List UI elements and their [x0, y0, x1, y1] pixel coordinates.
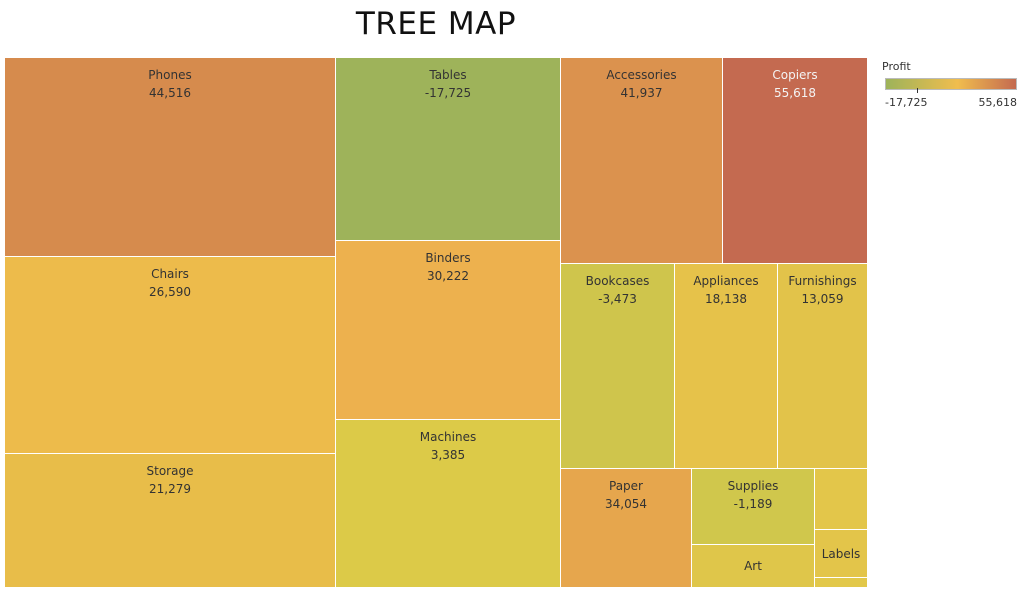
tile-label: Phones: [5, 68, 335, 82]
tile-art: Art: [692, 545, 815, 588]
tile-value: 41,937: [561, 86, 722, 100]
tile-copiers: Copiers 55,618: [723, 58, 868, 264]
treemap: Phones 44,516 Chairs 26,590 Storage 21,279 Tab…: [5, 58, 868, 588]
tile-label: Art: [692, 545, 814, 587]
tile-paper: Paper 34,054: [561, 469, 692, 588]
tile-value: 3,385: [336, 448, 560, 462]
tile-value: -1,189: [692, 497, 814, 511]
tile-value: 26,590: [5, 285, 335, 299]
tile-tables: Tables -17,725: [336, 58, 561, 241]
tile-value: -17,725: [336, 86, 560, 100]
legend-gradient-bar: [885, 78, 1017, 90]
tile-value: 34,054: [561, 497, 691, 511]
legend-max-label: 55,618: [979, 96, 1018, 109]
tile-labels: Labels: [815, 530, 868, 578]
tile-label: Binders: [336, 251, 560, 265]
tile-unlabeled-15: [815, 578, 868, 588]
chart-title: TREE MAP: [5, 4, 867, 44]
tile-phones: Phones 44,516: [5, 58, 336, 257]
tile-value: 30,222: [336, 269, 560, 283]
tile-value: 44,516: [5, 86, 335, 100]
tile-value: 13,059: [778, 292, 867, 306]
tile-label: Tables: [336, 68, 560, 82]
tile-label: Accessories: [561, 68, 722, 82]
tile-furnishings: Furnishings 13,059: [778, 264, 868, 469]
tile-unlabeled-16: [815, 469, 868, 530]
tile-value: 55,618: [723, 86, 867, 100]
tile-label: Labels: [815, 530, 867, 577]
tile-label: Storage: [5, 464, 335, 478]
legend-zero-tick: [917, 88, 918, 93]
tile-binders: Binders 30,222: [336, 241, 561, 420]
tile-value: -3,473: [561, 292, 674, 306]
tile-bookcases: Bookcases -3,473: [561, 264, 675, 469]
tile-label: Bookcases: [561, 274, 674, 288]
tile-supplies: Supplies -1,189: [692, 469, 815, 545]
tile-label: Supplies: [692, 479, 814, 493]
tile-accessories: Accessories 41,937: [561, 58, 723, 264]
tile-label: Paper: [561, 479, 691, 493]
color-legend: Profit -17,725 55,618: [882, 58, 1018, 114]
tile-label: Copiers: [723, 68, 867, 82]
tile-label: Chairs: [5, 267, 335, 281]
tile-label: Furnishings: [778, 274, 867, 288]
tile-machines: Machines 3,385: [336, 420, 561, 588]
legend-min-label: -17,725: [885, 96, 927, 109]
tile-label: Machines: [336, 430, 560, 444]
tile-label: Appliances: [675, 274, 777, 288]
tile-value: 21,279: [5, 482, 335, 496]
legend-title: Profit: [882, 60, 911, 73]
tile-value: 18,138: [675, 292, 777, 306]
tile-storage: Storage 21,279: [5, 454, 336, 588]
tile-chairs: Chairs 26,590: [5, 257, 336, 454]
tile-appliances: Appliances 18,138: [675, 264, 778, 469]
